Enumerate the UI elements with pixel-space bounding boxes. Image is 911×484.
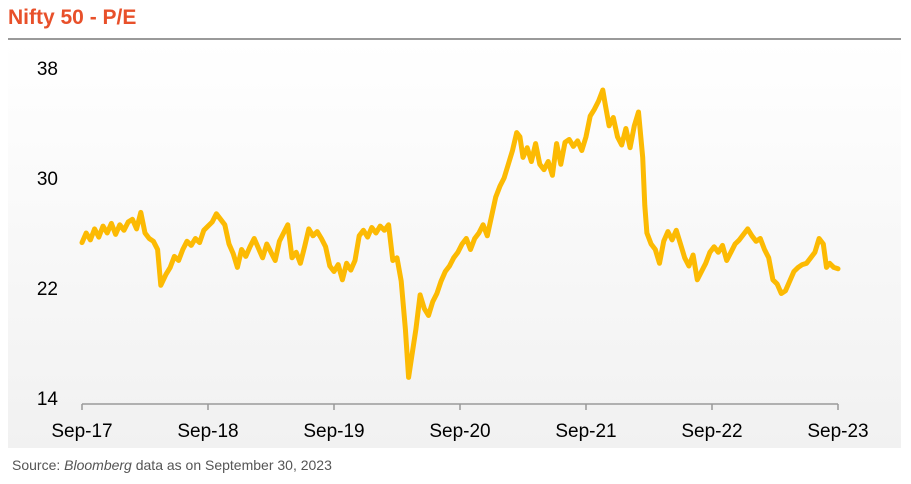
- source-suffix: data as on September 30, 2023: [131, 457, 332, 473]
- x-tick-label: Sep-21: [555, 421, 616, 442]
- y-tick-label: 38: [37, 59, 58, 80]
- pe-series-line: [79, 87, 841, 380]
- y-tick-label: 30: [37, 169, 58, 190]
- source-prefix: Source:: [12, 457, 65, 473]
- y-tick-label: 14: [37, 389, 59, 410]
- x-axis: Sep-17 Sep-18 Sep-19 Sep-20 Sep-21 Sep-22 Sep-…: [51, 403, 869, 442]
- x-tick-label: Sep-17: [51, 421, 112, 442]
- chart-title: Nifty 50 - P/E: [8, 6, 137, 29]
- x-tick-label: Sep-22: [681, 421, 742, 442]
- x-tick-label: Sep-23: [807, 421, 868, 442]
- source-note: Source: Bloomberg data as on September 3…: [12, 457, 332, 473]
- series-layer: [79, 87, 841, 380]
- x-tick-label: Sep-18: [177, 421, 238, 442]
- title-divider: [8, 38, 901, 40]
- y-axis: 14 22 30 38: [37, 59, 59, 410]
- x-tick-label: Sep-20: [429, 421, 490, 442]
- y-tick-label: 22: [37, 279, 58, 300]
- x-tick-label: Sep-19: [303, 421, 364, 442]
- source-name: Bloomberg: [64, 457, 132, 473]
